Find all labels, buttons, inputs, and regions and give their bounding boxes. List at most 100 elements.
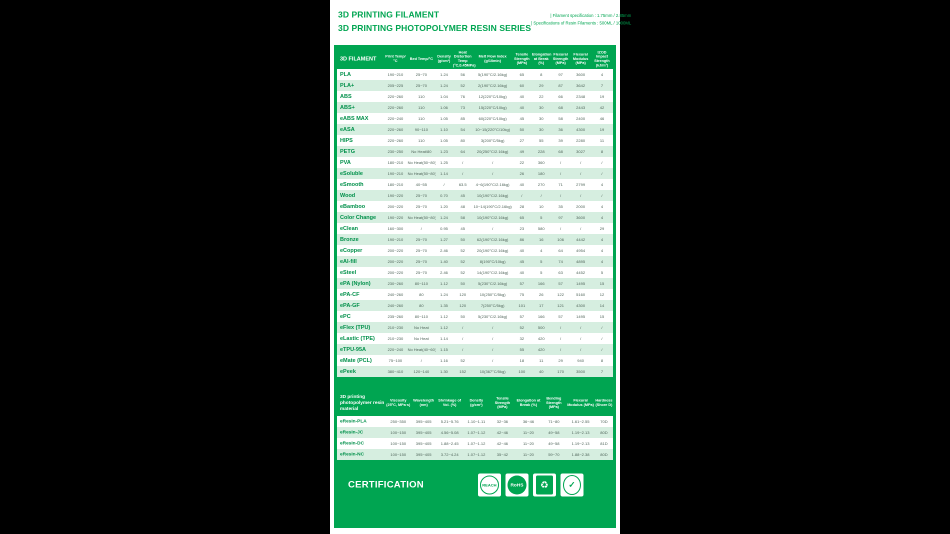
table-title: 3D FILAMENT xyxy=(337,49,384,69)
column-header: Shrinkage of Vol. (%) xyxy=(435,390,464,416)
table-cell: 230~250 xyxy=(387,149,404,154)
table-cell: 57 xyxy=(519,314,525,319)
table-cell: 1.12 xyxy=(440,314,448,319)
table-cell: 190~210 xyxy=(387,171,404,176)
table-cell: 26 xyxy=(539,292,544,297)
table-cell: 210~230 xyxy=(387,325,404,330)
table-cell: 2348 xyxy=(576,94,586,99)
table-cell: 57 xyxy=(558,281,563,286)
table-cell: 27 xyxy=(519,138,525,143)
table-cell: 7(250°C/5kg) xyxy=(480,303,505,308)
table-cell: 2.46 xyxy=(440,248,448,253)
table-cell: 166 xyxy=(537,314,545,319)
table-row: eCopper 200~220 25~70 2.46 52 20(190°C/2.16kg… xyxy=(337,245,613,256)
table-cell: / xyxy=(560,325,562,330)
column-header: Tensile Strength (MPa) xyxy=(489,390,516,416)
table-cell: 5160 xyxy=(576,292,586,297)
table-cell: 52 xyxy=(460,358,465,363)
column-header: Bed Temp/°C xyxy=(407,49,436,69)
table-cell: 190~220 xyxy=(387,193,404,198)
table-cell: 49 xyxy=(519,149,525,154)
table-cell: 25~70 xyxy=(415,72,427,77)
table-cell: / xyxy=(580,160,582,165)
table-cell: 1.16 xyxy=(440,358,448,363)
table-cell: No Heat(50~80) xyxy=(407,160,436,165)
table-cell: 240~260 xyxy=(387,292,404,297)
table-cell: 395~405 xyxy=(415,430,432,435)
table-cell: 5(230°C/2.16kg) xyxy=(478,281,508,286)
certification-bar: CERTIFICATION REACH RoHS ♻ ✓ xyxy=(337,465,613,505)
table-cell: 4 xyxy=(600,72,604,77)
table-cell: / xyxy=(580,171,582,176)
table-cell: 40 xyxy=(539,369,544,374)
table-cell: 1.05 xyxy=(440,116,448,121)
table-cell: 5 xyxy=(540,259,543,264)
table-cell: 1.23 xyxy=(440,149,448,154)
table-cell: 49~58 xyxy=(548,441,560,446)
table-cell: 4.56~5.08 xyxy=(440,430,459,435)
resin-spec-note: | Specifications of Resin Filaments : 50… xyxy=(531,20,632,26)
table-cell: 1.07~1.12 xyxy=(467,430,486,435)
table-cell: 45 xyxy=(460,193,465,198)
certification-label: CERTIFICATION xyxy=(348,479,424,491)
row-label: eSteel xyxy=(340,269,357,276)
green-frame: 3D FILAMENT Print Temp/°C Bed Temp/°C Densi… xyxy=(334,45,616,528)
table-cell: 1.88~2.38 xyxy=(571,452,590,457)
table-cell: 220~260 xyxy=(387,94,404,99)
table-cell: 81D xyxy=(600,441,608,446)
table-row: Bronze 190~210 25~70 1.27 50 62(190°C/2.16kg)… xyxy=(337,234,613,245)
table-cell: 25~70 xyxy=(415,83,427,88)
table-cell: 580 xyxy=(537,226,545,231)
table-row: ABS+ 220~260 110 1.06 73 15(220°C/10kg) 40 30 68… xyxy=(337,102,613,113)
table-cell: 4 xyxy=(600,215,604,220)
table-cell: 1.10 xyxy=(440,127,448,132)
table-cell: 10~14(190°C/2.16kg) xyxy=(473,204,512,209)
table-cell: 80D xyxy=(600,430,608,435)
table-cell: 19 xyxy=(599,127,605,132)
table-cell: 3600 xyxy=(576,72,586,77)
table-cell: / xyxy=(492,226,494,231)
table-cell: 190~220 xyxy=(387,215,404,220)
table-cell: 45 xyxy=(519,259,525,264)
table-cell: / xyxy=(601,325,603,330)
column-header: Viscosity (25°C, MPa·s) xyxy=(385,390,412,416)
table-cell: 1.06 xyxy=(440,105,448,110)
table-cell: / xyxy=(560,160,562,165)
row-label: eLastic (TPE) xyxy=(340,335,375,342)
reach-badge-text: REACH xyxy=(479,475,499,495)
table-cell: 80D xyxy=(600,452,608,457)
table-row: eSoluble 190~210 No Heat(50~80) 1.14 / / 26 180… xyxy=(337,168,613,179)
table-cell: / xyxy=(601,160,603,165)
table-cell: 220~260 xyxy=(387,105,404,110)
table-cell: 22 xyxy=(519,160,525,165)
page-subtitle: 3D PRINTING PHOTOPOLYMER RESIN SERIES xyxy=(338,23,532,34)
table-cell: 52 xyxy=(460,83,465,88)
sheet-header: 3D PRINTING FILAMENT 3D PRINTING PHOTOPO… xyxy=(334,6,631,45)
table-cell: 4~6(190°C/2.16kg) xyxy=(475,182,510,187)
table-cell: 52 xyxy=(460,270,465,275)
table-cell: 80 xyxy=(419,292,424,297)
row-label: HIPS xyxy=(340,137,353,144)
table-cell: / xyxy=(462,160,464,165)
table-cell: 80~110 xyxy=(414,314,428,319)
table-cell: 3500 xyxy=(576,369,586,374)
table-cell: 42~46 xyxy=(496,430,509,435)
table-cell: / xyxy=(560,336,562,341)
table-cell: 25~70 xyxy=(415,193,427,198)
table-cell: 52 xyxy=(519,325,525,330)
row-label: PETG xyxy=(340,148,355,155)
column-header: Flexural Modulus (MPa) xyxy=(566,390,595,416)
table-cell: 1495 xyxy=(576,281,586,286)
table-cell: / xyxy=(580,325,582,330)
table-cell: / xyxy=(580,193,582,198)
table-cell: 40 xyxy=(519,270,525,275)
column-header: Elongation at Break (%) xyxy=(531,49,551,69)
table-cell: 5.21~5.76 xyxy=(440,419,459,424)
table-row: eMate (PCL) 75~100 / 1.16 52 / 18 11 29 940 8 xyxy=(337,355,613,366)
table-cell: 25~70 xyxy=(415,248,427,253)
table-cell: 63 xyxy=(558,270,563,275)
table-cell: 45 xyxy=(519,116,525,121)
table-cell: 200~220 xyxy=(387,248,404,253)
row-label: eABS MAX xyxy=(340,115,369,122)
